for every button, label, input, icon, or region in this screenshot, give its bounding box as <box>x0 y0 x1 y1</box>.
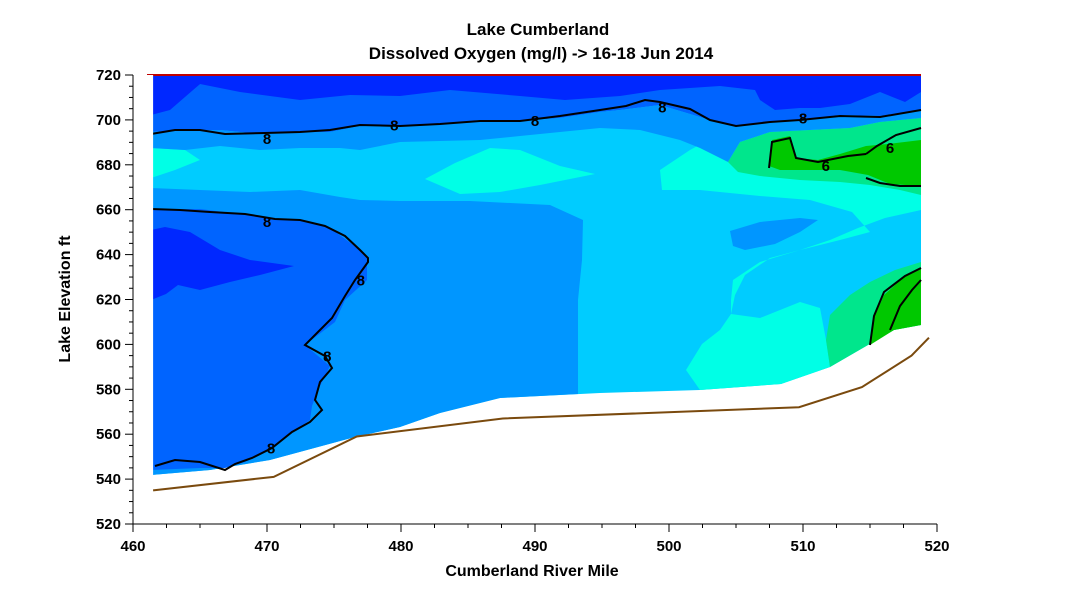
contour-band-6.5-to-7-upper <box>151 148 200 178</box>
contour-band-below-6-top-right <box>769 136 921 186</box>
chart-subtitle: Dissolved Oxygen (mg/l) -> 16-18 Jun 201… <box>369 44 714 63</box>
x-tick-label: 460 <box>120 538 145 555</box>
contour-line-6-bottom-inner <box>889 279 922 331</box>
contour-label: 8 <box>390 117 398 134</box>
x-tick-label: 480 <box>388 538 413 555</box>
contour-line-6-right-lower <box>865 177 921 187</box>
contour-label: 8 <box>263 214 271 231</box>
y-tick-label: 580 <box>96 381 121 398</box>
y-tick-label: 680 <box>96 157 121 174</box>
contour-band-8.5-plus-left <box>151 227 294 300</box>
contour-fills <box>151 75 921 475</box>
contour-label: 8 <box>267 441 275 458</box>
contour-band-6.5-to-7-center <box>425 148 595 194</box>
contour-label: 8 <box>658 99 666 116</box>
contour-line-8-lower <box>150 208 369 472</box>
contour-lines <box>150 98 922 472</box>
contour-line-6-upper <box>768 136 867 169</box>
contour-band-8.5-plus-top <box>151 75 921 115</box>
lake-bottom-profile <box>152 336 930 492</box>
contour-label: 6 <box>822 158 830 175</box>
contour-line-6-right <box>865 127 922 155</box>
x-axis-title: Cumberland River Mile <box>445 563 618 580</box>
x-tick-label: 500 <box>656 538 681 555</box>
contour-band-8.5-plus-top-left <box>151 75 200 112</box>
contour-band-7.5-to-8-patch <box>730 218 818 250</box>
contour-label: 8 <box>531 113 539 130</box>
y-axis-title: Lake Elevation ft <box>57 235 74 363</box>
contour-label: 8 <box>357 272 365 289</box>
contour-band-below-6-bottom-right <box>870 268 921 345</box>
chart-title: Lake Cumberland <box>467 20 610 39</box>
contour-band-7.5-to-8-top <box>151 105 921 162</box>
contour-band-8.5-plus-top-right <box>760 75 821 110</box>
contour-label: 8 <box>799 111 807 128</box>
contour-line-6-bottom <box>869 267 922 346</box>
x-tick-label: 490 <box>522 538 547 555</box>
lake-bottom-mask <box>133 75 937 524</box>
x-axis-ticks: 460 470 480 490 500 510 520 <box>120 524 950 555</box>
y-tick-label: 660 <box>96 202 121 219</box>
x-tick-label: 510 <box>790 538 815 555</box>
y-tick-label: 560 <box>96 426 121 443</box>
contour-label: 8 <box>323 349 331 366</box>
contour-line-8-upper <box>150 98 922 136</box>
x-tick-label: 470 <box>254 538 279 555</box>
y-tick-label: 720 <box>96 67 121 84</box>
contour-label: 8 <box>263 131 271 148</box>
contour-label: 6 <box>886 140 894 157</box>
y-tick-label: 640 <box>96 247 121 264</box>
y-tick-label: 700 <box>96 112 121 129</box>
y-tick-label: 520 <box>96 516 121 533</box>
y-axis-ticks: 520 540 560 580 600 620 640 660 680 700 720 <box>96 67 133 533</box>
contour-labels: 8 8 8 8 8 6 6 8 8 8 8 <box>263 99 894 458</box>
y-tick-label: 620 <box>96 292 121 309</box>
y-tick-label: 540 <box>96 471 121 488</box>
x-tick-label: 520 <box>924 538 949 555</box>
y-tick-label: 600 <box>96 336 121 353</box>
